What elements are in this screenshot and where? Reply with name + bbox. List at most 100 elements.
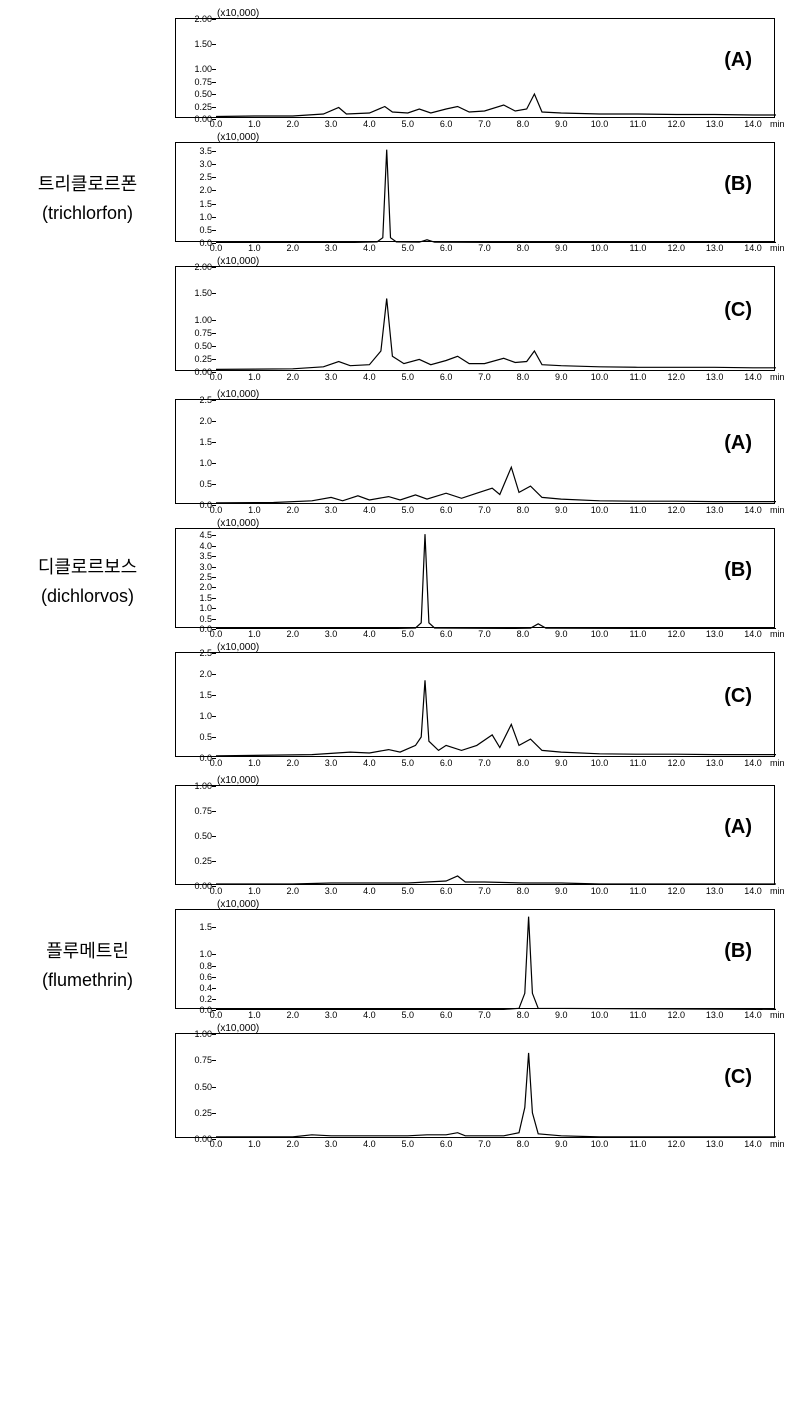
y-tick-label: 0.50	[194, 89, 212, 99]
x-tick-label: 5.0	[402, 886, 415, 896]
chromatogram-figure: 트리클로르폰(trichlorfon)(x10,000)0.000.250.50…	[0, 0, 812, 1168]
x-tick-label: 8.0	[517, 1139, 530, 1149]
chromatogram-panel: (x10,000)0.00.51.01.52.02.53.03.50.01.02…	[175, 134, 782, 252]
compound-label-en: (dichlorvos)	[0, 582, 175, 611]
panel-letter: (B)	[724, 173, 752, 196]
chromatogram-panel: (x10,000)0.00.51.01.52.02.50.01.02.03.04…	[175, 644, 782, 767]
x-axis-unit: min	[770, 243, 778, 253]
compound-label-ko: 플루메트린	[46, 941, 129, 961]
y-tick-label: 4.5	[199, 530, 212, 540]
y-tick-label: 2.00	[194, 262, 212, 272]
x-tick-label: 8.0	[517, 243, 530, 253]
y-tick-label: 0.5	[199, 614, 212, 624]
x-tick-label: 12.0	[668, 372, 686, 382]
x-tick-label: 10.0	[591, 243, 609, 253]
x-tick-label: 9.0	[555, 505, 568, 515]
chromatogram-panel: (x10,000)0.00.51.01.52.02.53.03.54.04.50…	[175, 520, 782, 638]
compound-label-en: (trichlorfon)	[0, 199, 175, 228]
x-axis: 0.01.02.03.04.05.06.07.08.09.010.011.012…	[216, 241, 776, 255]
chromatogram-trace	[216, 786, 776, 886]
x-tick-label: 0.0	[210, 886, 223, 896]
y-tick-label: 2.0	[199, 669, 212, 679]
chromatogram-trace	[216, 653, 776, 758]
plot-area: 0.00.51.01.52.02.53.03.50.01.02.03.04.05…	[175, 142, 775, 242]
plot-area: 0.00.51.01.52.02.53.03.54.04.50.01.02.03…	[175, 528, 775, 628]
x-axis: 0.01.02.03.04.05.06.07.08.09.010.011.012…	[216, 756, 776, 770]
x-tick-label: 5.0	[402, 505, 415, 515]
chromatogram-panel: (x10,000)0.000.250.500.751.001.502.000.0…	[175, 258, 782, 381]
x-tick-label: 2.0	[286, 1010, 299, 1020]
y-tick-label: 0.75	[194, 328, 212, 338]
x-tick-label: 6.0	[440, 1010, 453, 1020]
x-tick-label: 7.0	[478, 886, 491, 896]
panel-letter: (A)	[724, 816, 752, 839]
x-tick-label: 14.0	[744, 1010, 762, 1020]
chromatogram-panel: (x10,000)0.00.20.40.60.81.01.50.01.02.03…	[175, 901, 782, 1019]
x-tick-label: 3.0	[325, 505, 338, 515]
y-axis: 0.000.250.500.751.001.502.00	[176, 267, 216, 370]
y-axis: 0.00.51.01.52.02.5	[176, 653, 216, 756]
y-tick-label: 2.5	[199, 395, 212, 405]
x-tick-label: 6.0	[440, 243, 453, 253]
y-axis: 0.000.250.500.751.00	[176, 786, 216, 884]
x-axis: 0.01.02.03.04.05.06.07.08.09.010.011.012…	[216, 503, 776, 517]
x-tick-label: 5.0	[402, 758, 415, 768]
y-tick-label: 3.5	[199, 551, 212, 561]
x-tick-label: 13.0	[706, 1010, 724, 1020]
x-tick-label: 12.0	[668, 1010, 686, 1020]
chromatogram-trace	[216, 910, 776, 1010]
panel-letter: (C)	[724, 299, 752, 322]
compound-label-ko: 디클로르보스	[38, 557, 137, 577]
x-tick-label: 11.0	[629, 1139, 646, 1149]
x-tick-label: 13.0	[706, 243, 724, 253]
x-tick-label: 3.0	[325, 1139, 338, 1149]
x-tick-label: 5.0	[402, 372, 415, 382]
panel-letter: (C)	[724, 685, 752, 708]
x-tick-label: 8.0	[517, 119, 530, 129]
y-tick-label: 1.5	[199, 199, 212, 209]
y-tick-label: 1.50	[194, 288, 212, 298]
x-tick-label: 3.0	[325, 243, 338, 253]
x-tick-label: 1.0	[248, 372, 261, 382]
x-tick-label: 0.0	[210, 1139, 223, 1149]
y-tick-label: 0.75	[194, 77, 212, 87]
x-tick-label: 6.0	[440, 372, 453, 382]
y-tick-label: 4.0	[199, 541, 212, 551]
x-tick-label: 6.0	[440, 758, 453, 768]
x-tick-label: 7.0	[478, 372, 491, 382]
panel-letter: (C)	[724, 1066, 752, 1089]
x-tick-label: 7.0	[478, 629, 491, 639]
compound-label: 디클로르보스 (dichlorvos)	[0, 553, 175, 611]
x-tick-label: 4.0	[363, 119, 376, 129]
x-tick-label: 0.0	[210, 629, 223, 639]
compound-group: 플루메트린(flumethrin)(x10,000)0.000.250.500.…	[0, 777, 802, 1154]
x-tick-label: 0.0	[210, 243, 223, 253]
y-tick-label: 0.50	[194, 341, 212, 351]
x-tick-label: 9.0	[555, 1010, 568, 1020]
y-tick-label: 1.0	[199, 458, 212, 468]
chromatogram-trace	[216, 267, 776, 372]
x-axis: 0.01.02.03.04.05.06.07.08.09.010.011.012…	[216, 1137, 776, 1151]
chromatogram-trace	[216, 1034, 776, 1139]
x-axis-unit: min	[770, 505, 778, 515]
chromatogram-panel: (x10,000)0.000.250.500.751.000.01.02.03.…	[175, 777, 782, 895]
x-axis: 0.01.02.03.04.05.06.07.08.09.010.011.012…	[216, 117, 776, 131]
x-axis-unit: min	[770, 758, 778, 768]
x-tick-label: 10.0	[591, 758, 609, 768]
y-tick-label: 0.2	[199, 994, 212, 1004]
x-tick-label: 11.0	[629, 886, 646, 896]
y-tick-label: 0.5	[199, 225, 212, 235]
x-tick-label: 6.0	[440, 505, 453, 515]
x-tick-label: 1.0	[248, 886, 261, 896]
y-tick-label: 1.5	[199, 922, 212, 932]
panel-letter: (A)	[724, 49, 752, 72]
x-tick-label: 5.0	[402, 243, 415, 253]
x-tick-label: 7.0	[478, 1139, 491, 1149]
x-axis: 0.01.02.03.04.05.06.07.08.09.010.011.012…	[216, 370, 776, 384]
y-tick-label: 0.5	[199, 479, 212, 489]
x-tick-label: 1.0	[248, 1010, 261, 1020]
x-tick-label: 3.0	[325, 1010, 338, 1020]
charts-column: (x10,000)0.00.51.01.52.02.50.01.02.03.04…	[175, 391, 802, 773]
x-tick-label: 11.0	[629, 243, 646, 253]
y-axis: 0.00.51.01.52.02.5	[176, 400, 216, 503]
